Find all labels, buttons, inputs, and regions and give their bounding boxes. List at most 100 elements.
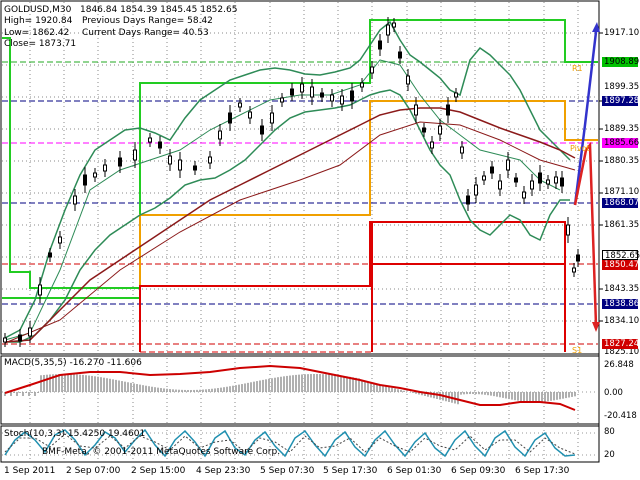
candle-body <box>566 224 570 236</box>
candle-body <box>193 165 197 171</box>
macd-bar <box>478 392 480 395</box>
macd-bar <box>277 377 279 392</box>
macd-bar <box>403 390 405 392</box>
low-value: Low= 1862.42 <box>4 28 70 38</box>
candle-body <box>350 90 354 102</box>
macd-bar <box>394 388 396 392</box>
macd-bar <box>337 375 339 392</box>
macd-bar <box>373 383 375 392</box>
macd-bar <box>541 392 543 402</box>
macd-bar <box>133 383 135 392</box>
candle-body <box>168 155 172 165</box>
time-axis-label: 6 Sep 17:30 <box>515 466 570 476</box>
macd-signal-line <box>4 364 576 411</box>
macd-bar <box>226 386 228 392</box>
candle-body <box>460 146 464 154</box>
stoch-axis-label: 80 <box>604 427 615 437</box>
pivot-label: Pivot <box>570 144 590 153</box>
macd-bar <box>388 387 390 392</box>
macd-bar <box>52 374 54 392</box>
macd-bar <box>508 392 510 400</box>
macd-bar <box>274 377 276 392</box>
macd-bar <box>49 374 51 392</box>
macd-bar <box>289 375 291 392</box>
candle-body <box>386 24 390 36</box>
candle-body <box>260 125 264 135</box>
macd-bar <box>163 388 165 392</box>
time-axis-label: 6 Sep 09:30 <box>451 466 506 476</box>
price-axis-label: 1899.35 <box>604 82 640 92</box>
macd-bar <box>139 384 141 392</box>
macd-bar <box>208 389 210 392</box>
macd-bar <box>364 381 366 392</box>
candle-body <box>490 166 494 174</box>
macd-bar <box>172 389 174 392</box>
macd-bar <box>82 374 84 392</box>
macd-bar <box>316 374 318 392</box>
candle-body <box>118 157 122 167</box>
macd-bar <box>22 392 24 396</box>
macd-bar <box>100 377 102 392</box>
candle-body <box>320 92 324 98</box>
macd-bar <box>193 389 195 392</box>
macd-bar <box>256 381 258 392</box>
candle-body <box>158 141 162 149</box>
candle-body <box>378 40 382 50</box>
macd-bar <box>145 385 147 392</box>
macd-bar <box>109 378 111 392</box>
macd-bar <box>343 375 345 392</box>
candle-body <box>208 156 212 164</box>
macd-bar <box>250 382 252 392</box>
macd-bar <box>166 388 168 392</box>
macd-bar <box>418 392 420 395</box>
macd-bar <box>115 379 117 392</box>
macd-bar <box>400 390 402 392</box>
candle-body <box>3 337 7 343</box>
macd-bar <box>322 374 324 392</box>
ohlc-values: 1846.84 1854.39 1845.45 1852.65 <box>80 5 238 15</box>
macd-bar <box>415 392 417 394</box>
macd-bar <box>574 392 576 397</box>
stoch-signal-line <box>4 433 576 455</box>
price-axis-label: 1917.10 <box>604 28 640 38</box>
stoch-label: Stoch(10,3,3) 15.4250 19.4601 <box>4 429 146 439</box>
macd-bar <box>481 392 483 395</box>
price-axis-label: 1889.35 <box>604 124 640 134</box>
price-tag-level: 1838.86 <box>602 299 640 309</box>
time-axis-label: 5 Sep 07:30 <box>260 466 315 476</box>
candle-body <box>576 254 580 262</box>
candle-body <box>238 102 242 108</box>
time-axis-label: 6 Sep 01:30 <box>387 466 442 476</box>
price-axis-label: 1880.35 <box>604 156 640 166</box>
macd-bar <box>28 392 30 396</box>
macd-bar <box>34 392 36 396</box>
candle-body <box>290 88 294 96</box>
macd-bar <box>319 374 321 392</box>
macd-bar <box>196 389 198 392</box>
macd-bar <box>463 392 465 395</box>
macd-bar <box>31 392 33 393</box>
r1-label: R1 <box>572 64 583 73</box>
macd-bar <box>385 386 387 392</box>
macd-bar <box>331 374 333 392</box>
macd-bar <box>85 375 87 392</box>
macd-bar <box>70 374 72 392</box>
candle-body <box>546 179 550 185</box>
candle-body <box>560 177 564 187</box>
candle-body <box>148 137 152 143</box>
candle-body <box>330 94 334 102</box>
time-axis-label: 2 Sep 07:00 <box>66 466 121 476</box>
candle-body <box>18 334 22 342</box>
candle-body <box>572 267 576 273</box>
macd-bar <box>544 392 546 402</box>
candle-body <box>514 177 518 183</box>
macd-bar <box>487 392 489 396</box>
candle-body <box>228 112 232 124</box>
macd-bar <box>199 389 201 392</box>
macd-bar <box>61 374 63 392</box>
candle-body <box>392 22 396 28</box>
macd-bar <box>313 374 315 392</box>
macd-bar <box>268 378 270 392</box>
